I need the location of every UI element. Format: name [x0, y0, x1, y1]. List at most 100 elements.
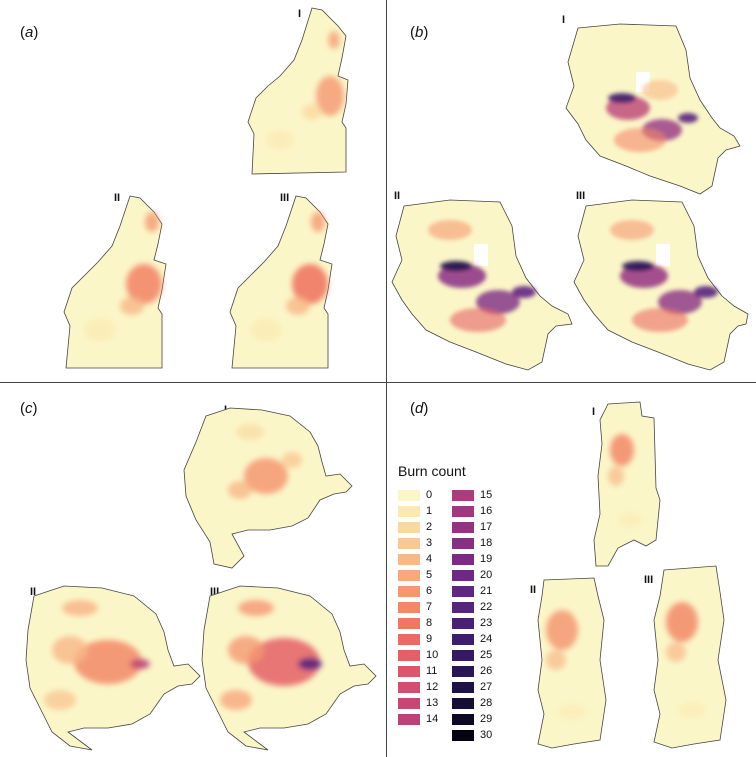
legend-swatch: [452, 729, 474, 741]
legend-swatch: [398, 697, 420, 709]
legend-value: 20: [480, 569, 493, 581]
legend-item: 27: [452, 679, 492, 695]
panel-a-sub-label-1: I: [298, 8, 302, 20]
legend-value: 16: [480, 505, 493, 517]
legend-swatch: [452, 521, 474, 533]
panel-b-sub-label-3: III: [576, 190, 586, 202]
legend-swatch: [452, 553, 474, 565]
panel-b-sub-label-2: II: [394, 190, 401, 202]
legend-swatch: [398, 713, 420, 725]
panel-c-sub-label-2: II: [30, 586, 37, 598]
legend-value: 24: [480, 633, 493, 645]
legend-swatch: [398, 553, 420, 565]
legend-value: 11: [426, 665, 438, 677]
legend-swatch: [398, 585, 420, 597]
legend-swatch: [398, 681, 420, 693]
legend-value: 26: [480, 665, 493, 677]
panel-label-c: (c): [20, 400, 38, 417]
legend-item: 1: [398, 503, 438, 519]
legend-value: 3: [426, 537, 433, 549]
legend-swatch: [452, 633, 474, 645]
map-c-3: [201, 585, 377, 751]
legend-swatch: [452, 713, 474, 725]
map-c-2: [25, 585, 201, 751]
legend-swatch: [452, 569, 474, 581]
legend-swatch: [452, 649, 474, 661]
legend-value: 25: [480, 649, 493, 661]
panel-c-sub-label-3: III: [210, 586, 220, 598]
legend-value: 4: [426, 553, 433, 565]
map-a-1: [247, 7, 349, 175]
legend-item: 2: [398, 519, 438, 535]
legend-swatch: [398, 521, 420, 533]
legend-item: 14: [398, 711, 438, 727]
legend-item: 20: [452, 567, 492, 583]
legend-item: 16: [452, 503, 492, 519]
legend-value: 19: [480, 553, 493, 565]
legend-value: 5: [426, 569, 433, 581]
panel-d-sub-label-3: III: [644, 574, 654, 586]
panel-label-d: (d): [410, 400, 429, 417]
legend-item: 18: [452, 535, 492, 551]
legend-title: Burn count: [398, 463, 466, 479]
legend-swatch: [398, 665, 420, 677]
legend-value: 21: [480, 585, 493, 597]
legend-value: 13: [426, 697, 439, 709]
legend-swatch: [398, 633, 420, 645]
legend-swatch: [452, 505, 474, 517]
legend-swatch: [452, 617, 474, 629]
legend-value: 15: [480, 489, 493, 501]
legend-value: 22: [480, 601, 493, 613]
legend-item: 11: [398, 663, 438, 679]
map-c-1: [183, 407, 353, 569]
legend-swatch: [398, 569, 420, 581]
legend-value: 23: [480, 617, 493, 629]
legend-value: 14: [426, 713, 439, 725]
legend-swatch: [452, 537, 474, 549]
panel-b-sub-label-1: I: [562, 14, 566, 26]
map-b-2: [391, 199, 573, 371]
legend-value: 28: [480, 697, 493, 709]
legend-item: 29: [452, 711, 492, 727]
legend-column-2: 15 16 17 18 19 20 21 22 23 24 25 26 27 28 29 30: [452, 487, 492, 743]
legend-item: 4: [398, 551, 438, 567]
legend-swatch: [452, 697, 474, 709]
legend-value: 17: [480, 521, 493, 533]
legend-item: 8: [398, 615, 438, 631]
map-b-3: [573, 199, 749, 371]
panel-label-b: (b): [410, 24, 429, 41]
legend-value: 30: [480, 729, 493, 741]
legend-item: 10: [398, 647, 438, 663]
legend-item: 22: [452, 599, 492, 615]
map-d-3: [653, 565, 727, 749]
vertical-divider: [386, 0, 387, 757]
legend-value: 18: [480, 537, 493, 549]
legend-item: 17: [452, 519, 492, 535]
legend-swatch: [398, 489, 420, 501]
legend-item: 6: [398, 583, 438, 599]
legend-swatch: [452, 489, 474, 501]
legend-swatch: [398, 649, 420, 661]
legend-value: 12: [426, 681, 439, 693]
legend-item: 25: [452, 647, 492, 663]
legend-value: 29: [480, 713, 493, 725]
map-a-3: [229, 195, 333, 369]
legend-swatch: [398, 601, 420, 613]
legend-item: 12: [398, 679, 438, 695]
legend-value: 6: [426, 585, 433, 597]
legend-item: 13: [398, 695, 438, 711]
legend-swatch: [452, 585, 474, 597]
legend-value: 27: [480, 681, 493, 693]
panel-d-sub-label-2: II: [530, 584, 537, 596]
legend-item: 7: [398, 599, 438, 615]
map-d-2: [537, 577, 607, 749]
map-b-1: [565, 23, 741, 195]
horizontal-divider: [0, 382, 756, 383]
legend-item: 28: [452, 695, 492, 711]
panel-a-sub-label-3: III: [280, 192, 290, 204]
legend-swatch: [398, 505, 420, 517]
legend-item: 30: [452, 727, 492, 743]
panel-d-sub-label-1: I: [592, 406, 596, 418]
legend-swatch: [398, 537, 420, 549]
